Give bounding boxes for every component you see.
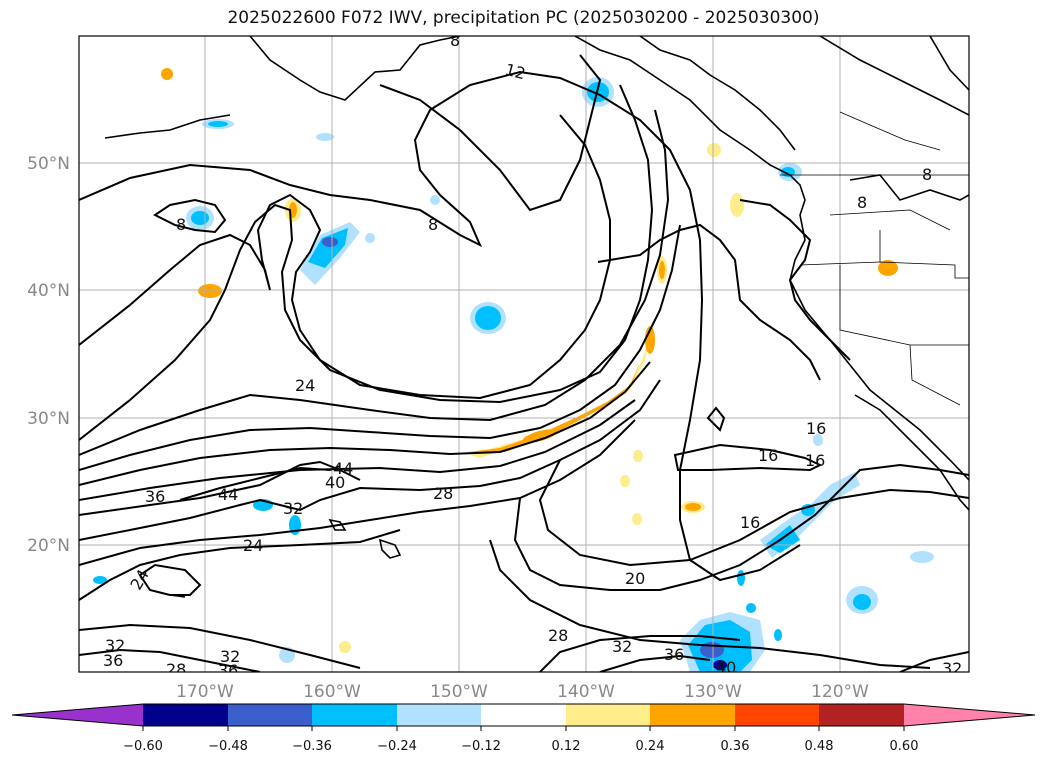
lon-label-120w: 120°W xyxy=(811,682,869,702)
contour-label: 8 xyxy=(450,31,460,50)
contour-label: 16 xyxy=(805,451,825,470)
iwv-contours xyxy=(79,54,969,672)
lon-label-140w: 140°W xyxy=(557,682,615,702)
contour-label: 12 xyxy=(503,60,528,84)
colorbar-segment xyxy=(481,704,566,726)
colorbar-tick-label: 0.24 xyxy=(636,739,665,754)
contour-label: 16 xyxy=(740,513,760,532)
lon-label-170w: 170°W xyxy=(176,682,234,702)
colorbar-tick-label: −0.12 xyxy=(461,739,501,754)
longitude-axis: 170°W 160°W 150°W 140°W 130°W 120°W xyxy=(176,682,869,702)
lat-label-40n: 40°N xyxy=(27,281,70,301)
contour-label: 8 xyxy=(428,215,438,234)
contour-label: 44 xyxy=(218,485,238,504)
colorbar-tick-label: 0.12 xyxy=(552,739,581,754)
contour-label: 24 xyxy=(295,376,315,395)
colorbar-extend-max xyxy=(904,704,1035,726)
colorbar-segment xyxy=(566,704,650,726)
contour-label: 8 xyxy=(922,165,932,184)
colorbar: −0.60 −0.48 −0.36 −0.24 −0.12 0.12 0.24 … xyxy=(11,703,1036,754)
contour-label: 16 xyxy=(758,446,778,465)
contour-label: 20 xyxy=(625,569,645,588)
contour-label: 24 xyxy=(243,536,263,555)
colorbar-extend-min xyxy=(12,704,143,726)
colorbar-tick-label: −0.36 xyxy=(292,739,332,754)
colorbar-tick-label: −0.60 xyxy=(123,739,163,754)
lat-label-20n: 20°N xyxy=(27,536,70,556)
colorbar-ticks xyxy=(142,726,905,731)
colorbar-segment xyxy=(650,704,735,726)
contour-label: 36 xyxy=(103,651,123,670)
contour-label: 40 xyxy=(325,473,345,492)
colorbar-segment xyxy=(143,704,228,726)
contour-label: 32 xyxy=(220,647,240,666)
contour-label: 32 xyxy=(283,499,303,518)
lat-label-30n: 30°N xyxy=(27,409,70,429)
contour-label: 32 xyxy=(105,636,125,655)
contour-label: 8 xyxy=(176,215,186,234)
colorbar-segment xyxy=(228,704,312,726)
contour-label: 28 xyxy=(548,626,568,645)
contour-label: 16 xyxy=(806,419,826,438)
colorbar-segment xyxy=(397,704,481,726)
lat-label-50n: 50°N xyxy=(27,154,70,174)
graticule xyxy=(79,36,969,672)
colorbar-tick-label: −0.48 xyxy=(208,739,248,754)
contour-label: 36 xyxy=(145,487,165,506)
plot-area xyxy=(79,36,969,672)
contour-label: 40 xyxy=(716,658,736,677)
contour-label: 36 xyxy=(218,661,238,680)
lon-label-130w: 130°W xyxy=(684,682,742,702)
contour-label: 32 xyxy=(612,637,632,656)
contour-label-group: 12 8 8 8 8 24 44 40 36 44 32 28 24 24 16… xyxy=(103,31,962,680)
contour-label: 8 xyxy=(857,193,867,212)
latitude-axis: 50°N 40°N 30°N 20°N xyxy=(27,154,70,556)
state-borders xyxy=(780,111,969,406)
colorbar-segment xyxy=(735,704,819,726)
colorbar-tick-label: 0.36 xyxy=(721,739,750,754)
plot-frame xyxy=(78,35,970,673)
contour-label: 28 xyxy=(433,484,453,503)
colorbar-segment xyxy=(819,704,904,726)
colorbar-tick-label: 0.48 xyxy=(805,739,834,754)
contour-label: 28 xyxy=(166,660,186,679)
contour-label: 32 xyxy=(942,659,962,678)
contour-label: 44 xyxy=(333,459,353,478)
colorbar-tick-label: −0.24 xyxy=(377,739,417,754)
lon-label-160w: 160°W xyxy=(303,682,361,702)
contour-label: 36 xyxy=(664,645,684,664)
map-title: 2025022600 F072 IWV, precipitation PC (2… xyxy=(227,8,820,28)
colorbar-tick-label: 0.60 xyxy=(890,739,919,754)
colorbar-segment xyxy=(312,704,397,726)
lon-label-150w: 150°W xyxy=(430,682,488,702)
